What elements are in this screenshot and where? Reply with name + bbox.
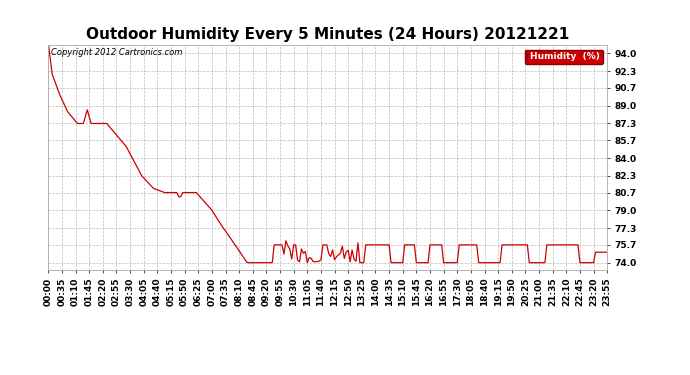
Text: Copyright 2012 Cartronics.com: Copyright 2012 Cartronics.com: [51, 48, 182, 57]
Title: Outdoor Humidity Every 5 Minutes (24 Hours) 20121221: Outdoor Humidity Every 5 Minutes (24 Hou…: [86, 27, 569, 42]
Legend: Humidity  (%): Humidity (%): [524, 50, 602, 64]
